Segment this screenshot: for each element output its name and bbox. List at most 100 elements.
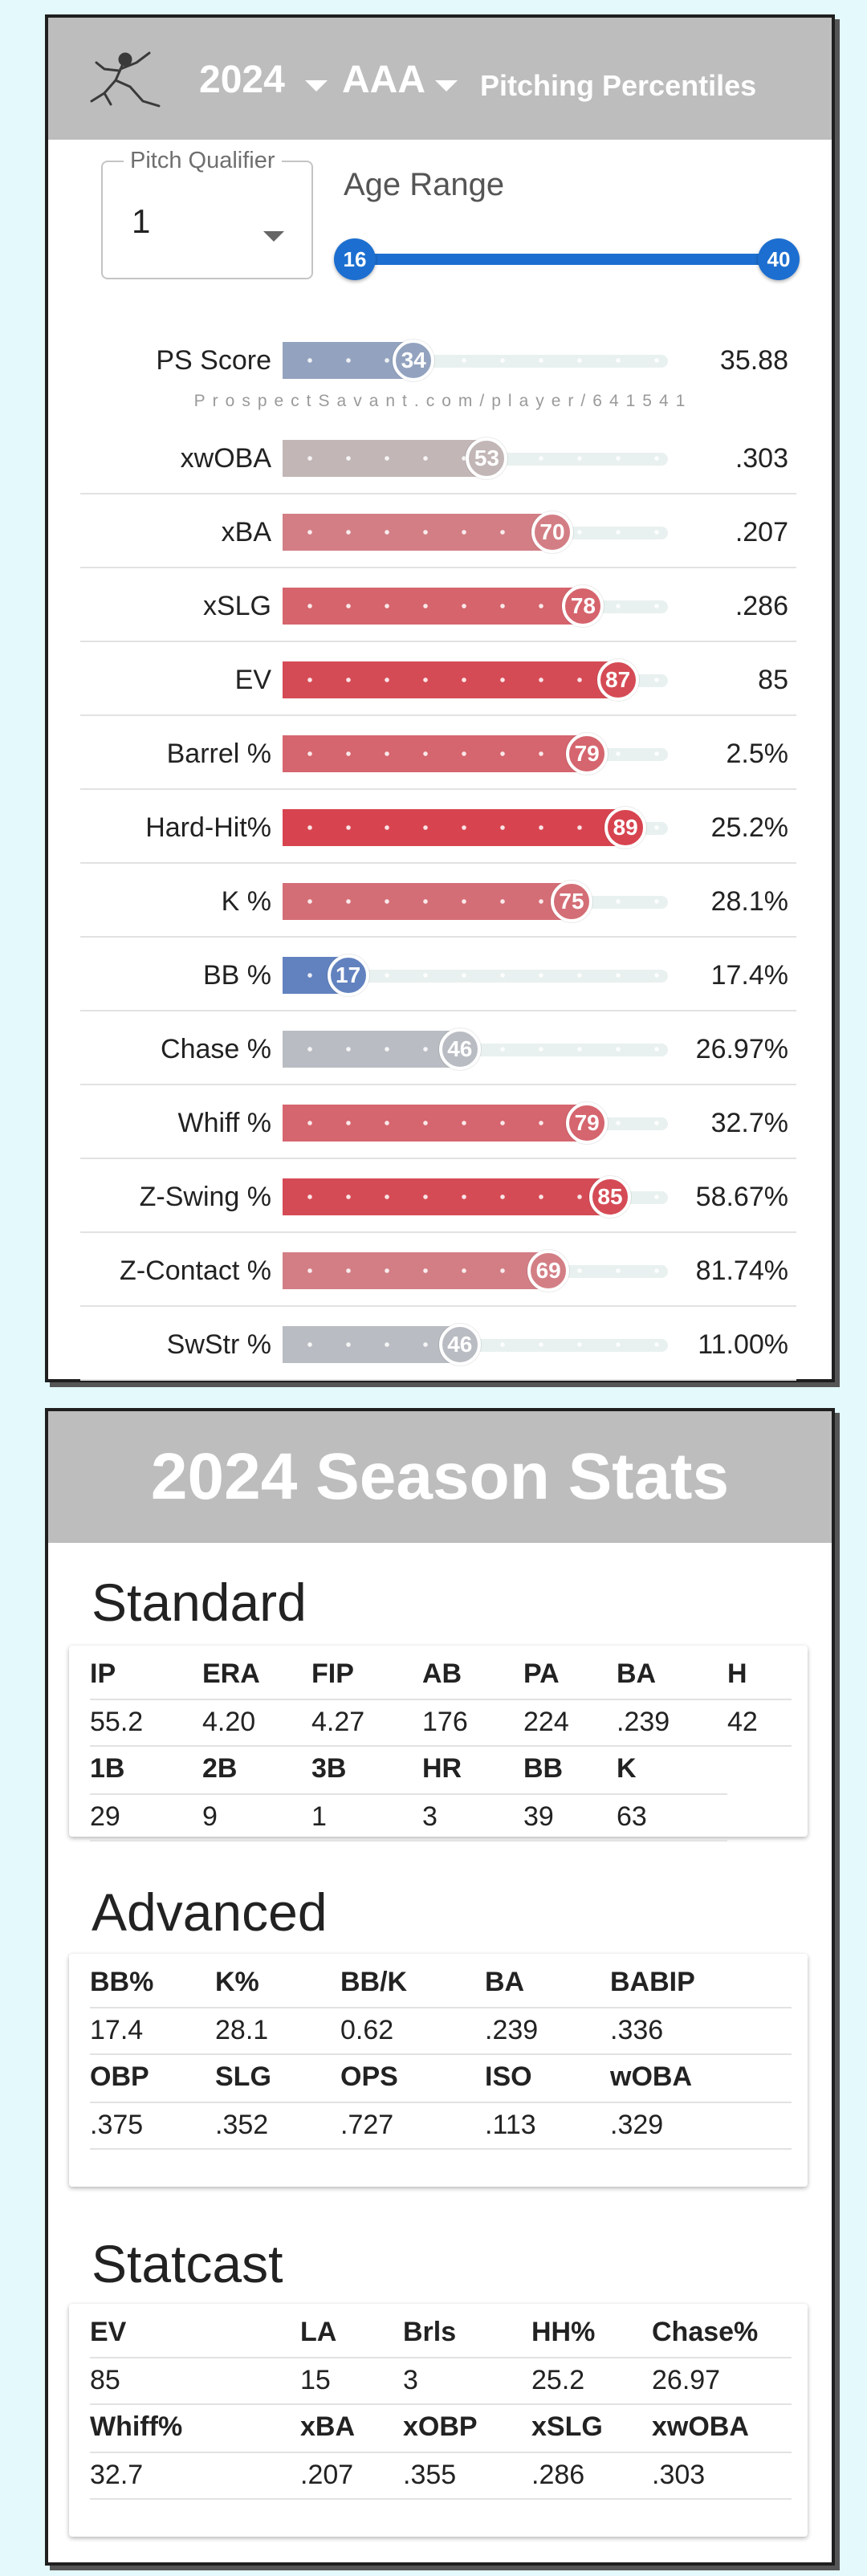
statcast-stats-table: EV 85 LA 15 Brls 3 HH% 25.2 Chase% 26.97 Whiff% 32.…	[69, 2304, 808, 2537]
stat-cell: .329	[610, 2110, 664, 2140]
statcast-section-title: Statcast	[92, 2234, 283, 2293]
stat-name: xSLG	[202, 591, 271, 621]
stat-cell: .727	[340, 2110, 394, 2140]
stat-value: .286	[735, 591, 788, 621]
table-divider	[90, 2403, 792, 2405]
stat-header: OPS	[340, 2061, 398, 2092]
stat-header: HH%	[531, 2317, 596, 2347]
stat-header: Chase%	[652, 2317, 759, 2347]
table-divider	[90, 2357, 792, 2358]
standard-section-title: Standard	[92, 1573, 307, 1632]
stat-header: SLG	[215, 2061, 271, 2092]
stat-value: 85	[758, 665, 788, 695]
stat-cell: 224	[523, 1707, 569, 1737]
stat-name: xBA	[221, 517, 271, 547]
stat-cell: .239	[485, 2015, 539, 2045]
stat-header: FIP	[311, 1658, 354, 1689]
stat-cell: 17.4	[90, 2015, 144, 2045]
advanced-section-title: Advanced	[92, 1882, 328, 1942]
stat-header: xSLG	[531, 2411, 603, 2442]
tick-dots	[283, 530, 668, 535]
stat-header: BABIP	[610, 1967, 695, 1997]
stat-header: BB%	[90, 1967, 154, 1997]
stat-name: Barrel %	[166, 739, 271, 769]
season-stats-card: 2024 Season Stats Standard IP 55.2 ERA 4.20…	[45, 1408, 835, 2566]
pitch-qualifier-value: 1	[132, 202, 151, 240]
stat-cell: .303	[652, 2460, 706, 2490]
percentile-row: EV 87 85	[80, 642, 796, 716]
tick-dots	[283, 604, 668, 608]
percentile-marker: 85	[589, 1176, 631, 1218]
stat-cell: 1	[311, 1801, 327, 1832]
level-select[interactable]: AAA	[342, 59, 425, 101]
percentile-marker: 46	[438, 1028, 481, 1070]
age-range-slider[interactable]	[355, 254, 788, 265]
percentile-marker: 70	[531, 511, 573, 553]
stat-value: 17.4%	[710, 960, 788, 991]
stat-value: 11.00%	[698, 1329, 788, 1360]
stat-value: 35.88	[719, 345, 788, 376]
stat-value: 2.5%	[726, 739, 789, 769]
percentile-row: SwStr % 46 11.00%	[80, 1307, 796, 1381]
tick-dots	[283, 751, 668, 756]
percentile-row: Whiff % 79 32.7%	[80, 1085, 796, 1159]
page-title: Pitching Percentiles	[480, 69, 757, 102]
stat-cell: 55.2	[90, 1707, 144, 1737]
percentiles-header: 2024 AAA Pitching Percentiles	[48, 18, 832, 140]
stat-name: EV	[234, 665, 271, 695]
year-select[interactable]: 2024	[199, 59, 285, 101]
stat-cell: .375	[90, 2110, 144, 2140]
table-divider	[90, 2452, 792, 2453]
percentile-marker: 87	[596, 659, 639, 701]
stat-header: K	[617, 1753, 637, 1784]
table-divider	[90, 1745, 792, 1747]
table-divider	[90, 1793, 727, 1795]
stat-header: PA	[523, 1658, 560, 1689]
pitch-qualifier-select[interactable]: Pitch Qualifier 1	[101, 148, 313, 279]
stat-value: 28.1%	[710, 886, 788, 917]
stat-cell: .336	[610, 2015, 664, 2045]
stat-name: SwStr %	[166, 1329, 271, 1360]
table-divider	[90, 2148, 792, 2150]
percentile-row: xSLG 78 .286	[80, 568, 796, 642]
level-dropdown-icon[interactable]	[435, 80, 458, 92]
stat-header: BA	[617, 1658, 657, 1689]
stat-cell: 39	[523, 1801, 554, 1832]
stat-cell: 32.7	[90, 2460, 144, 2490]
stat-cell: 28.1	[215, 2015, 269, 2045]
percentiles-card: 2024 AAA Pitching Percentiles Pitch Qual…	[45, 14, 835, 1382]
stat-value: 58.67%	[695, 1182, 788, 1212]
stat-header: 2B	[202, 1753, 238, 1784]
tick-dots	[283, 678, 668, 682]
age-min-handle[interactable]: 16	[334, 238, 376, 280]
stat-header: Brls	[403, 2317, 457, 2347]
stat-cell: 63	[617, 1801, 647, 1832]
stat-cell: .355	[403, 2460, 457, 2490]
stat-cell: 29	[90, 1801, 120, 1832]
standard-stats-table: IP 55.2 ERA 4.20 FIP 4.27 AB 176 PA 224 BA .239 H 42 1…	[69, 1646, 808, 1841]
stat-header: xOBP	[403, 2411, 478, 2442]
percentile-row: Hard-Hit% 89 25.2%	[80, 790, 796, 864]
tick-dots	[283, 1194, 668, 1199]
stat-cell: 176	[422, 1707, 468, 1737]
stat-value: .207	[735, 517, 788, 547]
percentile-row: xwOBA 53 .303	[80, 421, 796, 494]
pitch-qualifier-label: Pitch Qualifier	[124, 148, 282, 174]
age-max-handle[interactable]: 40	[758, 238, 800, 280]
year-dropdown-icon[interactable]	[305, 80, 328, 92]
percentile-marker: 69	[527, 1250, 570, 1292]
stat-value: 32.7%	[710, 1108, 788, 1138]
stat-cell: 4.20	[202, 1707, 256, 1737]
table-divider	[90, 1840, 727, 1841]
stat-cell: 4.27	[311, 1707, 365, 1737]
stat-name: Whiff %	[177, 1108, 271, 1138]
stat-header: BB	[523, 1753, 564, 1784]
percentile-marker: 53	[466, 437, 508, 479]
stat-header: xwOBA	[652, 2411, 749, 2442]
table-divider	[90, 1699, 792, 1700]
tick-dots	[283, 358, 668, 363]
tick-dots	[283, 973, 668, 978]
stat-cell: .352	[215, 2110, 269, 2140]
stat-header: BA	[485, 1967, 525, 1997]
stat-cell: .286	[531, 2460, 585, 2490]
